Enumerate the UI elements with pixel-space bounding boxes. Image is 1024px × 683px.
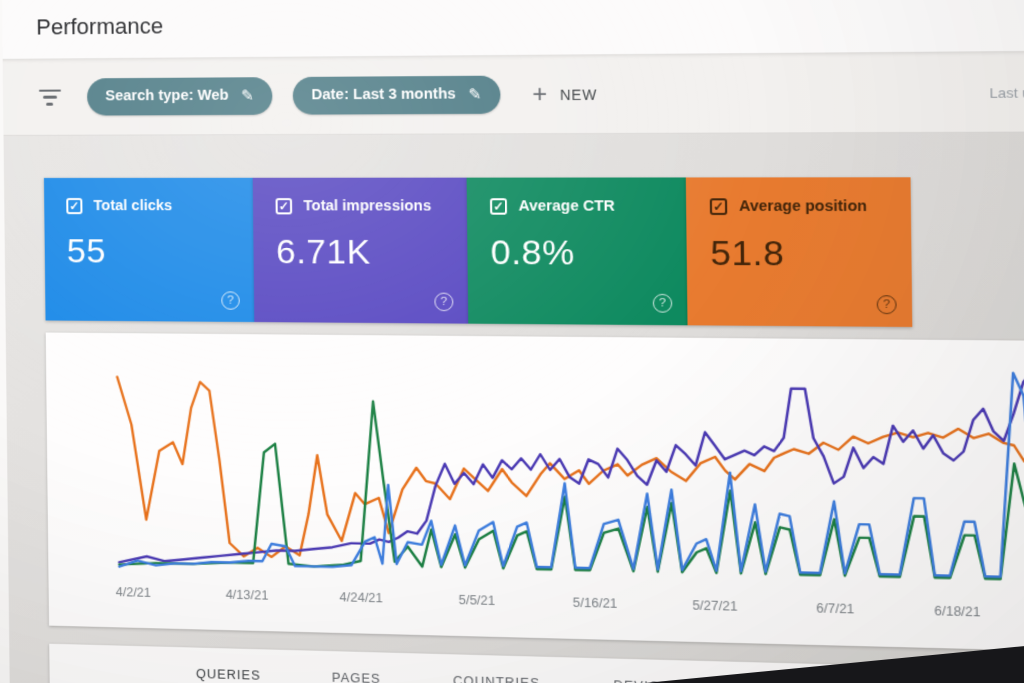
metric-label: Average CTR [518, 198, 615, 215]
checkbox-checked-icon[interactable]: ✓ [275, 198, 293, 215]
tab-pages[interactable]: PAGES [331, 670, 381, 683]
help-icon[interactable]: ? [652, 293, 673, 313]
tab-devices[interactable]: DEVICES [613, 678, 680, 683]
x-axis-label: 5/5/21 [458, 592, 496, 609]
tab-countries[interactable]: COUNTRIES [452, 673, 541, 683]
help-icon[interactable]: ? [876, 295, 897, 315]
x-axis-label: 5/16/21 [572, 595, 618, 611]
filter-chip-search-type[interactable]: Search type: Web ✎ [86, 77, 273, 116]
performance-chart-card: 4/2/21 4/13/21 4/24/21 5/5/21 5/16/21 5/27/21… [45, 332, 1024, 653]
metric-card-average-position[interactable]: ✓ Average position 51.8 ? [685, 177, 913, 327]
dimension-tabs: QUERIES PAGES COUNTRIES DEVICES SEARCH A… [49, 643, 1024, 683]
plus-icon: + [532, 79, 548, 108]
performance-chart[interactable] [46, 345, 1024, 604]
filter-chip-label: Search type: Web [105, 87, 229, 105]
metric-card-total-clicks[interactable]: ✓ Total clicks 55 ? [43, 177, 255, 323]
edit-pencil-icon[interactable]: ✎ [240, 87, 254, 105]
checkbox-checked-icon[interactable]: ✓ [709, 198, 728, 215]
metric-value: 6.71K [275, 232, 371, 272]
metric-cards: ✓ Total clicks 55 ? ✓ Total impressions … [43, 177, 913, 327]
help-icon[interactable]: ? [434, 292, 454, 312]
filter-chip-label: Date: Last 3 months [311, 86, 456, 104]
metric-card-total-impressions[interactable]: ✓ Total impressions 6.71K ? [252, 177, 469, 324]
metric-value: 51.8 [710, 233, 785, 274]
x-axis-label: 4/24/21 [339, 590, 383, 606]
dimensions-table-card: QUERIES PAGES COUNTRIES DEVICES SEARCH A… [49, 643, 1024, 683]
metric-label: Total clicks [93, 198, 173, 215]
page-title: Performance [36, 13, 164, 40]
help-icon[interactable]: ? [221, 291, 240, 310]
metric-card-average-ctr[interactable]: ✓ Average CTR 0.8% ? [466, 177, 688, 326]
checkbox-checked-icon[interactable]: ✓ [489, 198, 508, 215]
content-area: ✓ Total clicks 55 ? ✓ Total impressions … [0, 132, 1024, 683]
x-axis-label: 6/7/21 [816, 600, 855, 617]
filter-list-icon[interactable] [38, 89, 61, 106]
new-filter-label: NEW [559, 85, 598, 103]
tab-queries[interactable]: QUERIES [195, 666, 261, 683]
filter-bar: Search type: Web ✎ Date: Last 3 months ✎… [0, 50, 1024, 137]
x-axis-label: 5/27/21 [692, 598, 738, 614]
x-axis-label: 6/18/21 [934, 603, 981, 620]
filter-chip-date-range[interactable]: Date: Last 3 months ✎ [292, 75, 501, 115]
metric-value: 0.8% [490, 233, 576, 273]
edit-pencil-icon[interactable]: ✎ [468, 86, 482, 104]
last-updated-text: Last updated: 5 hour [989, 83, 1024, 100]
series-average-ctr [117, 398, 1024, 585]
checkbox-checked-icon[interactable]: ✓ [66, 198, 83, 215]
metric-label: Total impressions [303, 198, 432, 215]
metric-value: 55 [66, 232, 107, 271]
new-filter-button[interactable]: + NEW [532, 79, 598, 108]
app-header: Performance [0, 0, 1024, 60]
x-axis-label: 4/2/21 [115, 584, 152, 600]
metric-label: Average position [738, 198, 868, 216]
x-axis-label: 4/13/21 [225, 587, 269, 603]
